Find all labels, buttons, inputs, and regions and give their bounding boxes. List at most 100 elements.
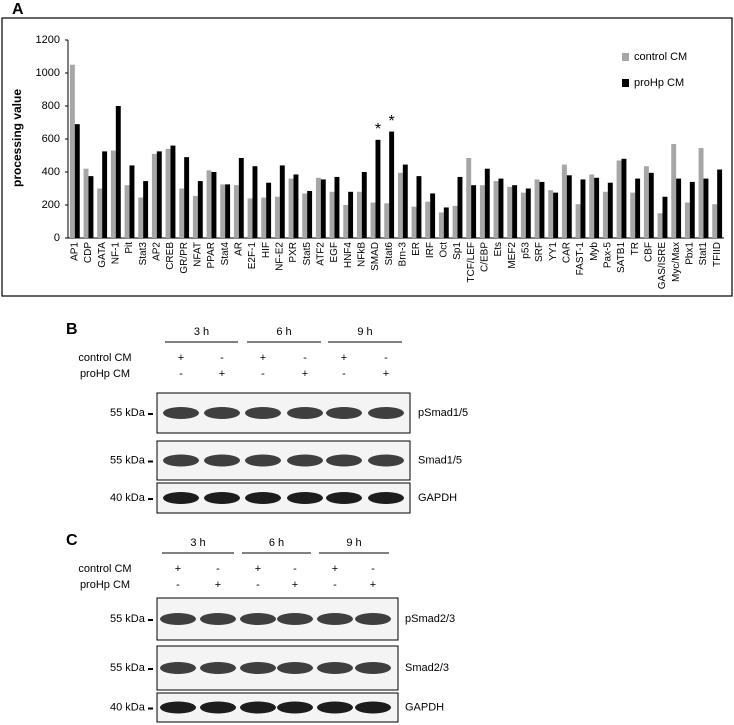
bar — [717, 169, 723, 238]
y-tick-label: 1200 — [36, 34, 60, 46]
band — [160, 701, 196, 714]
bar — [110, 150, 116, 238]
bar — [302, 193, 308, 238]
bar — [211, 172, 217, 238]
x-tick-label: Stat4 — [220, 242, 231, 266]
bar — [635, 178, 641, 238]
band — [163, 407, 199, 419]
bar — [566, 175, 572, 238]
band — [200, 613, 236, 625]
condition-mark: - — [371, 563, 375, 575]
panel-a-frame — [1, 17, 733, 297]
bar — [402, 164, 408, 238]
x-tick-label: GAS/ISRE — [657, 242, 668, 290]
x-tick-label: GR/PR — [179, 242, 190, 274]
bar — [266, 182, 272, 238]
x-tick-label: CAR — [561, 242, 572, 263]
bar — [375, 139, 381, 238]
x-tick-label: TFIID — [712, 242, 723, 267]
panel-label: B — [66, 321, 78, 338]
x-tick-label: GATA — [97, 242, 108, 268]
bar — [397, 172, 403, 238]
band — [326, 454, 362, 467]
condition-label: control CM — [78, 563, 131, 575]
band — [287, 407, 323, 419]
bar — [389, 131, 395, 238]
condition-mark: + — [341, 352, 347, 364]
bar — [703, 178, 709, 238]
y-tick-label: 600 — [42, 133, 60, 145]
band — [200, 662, 236, 674]
bar — [602, 191, 608, 238]
band — [355, 701, 391, 714]
panel-label: C — [66, 532, 78, 549]
marker-label: 40 kDa — [110, 492, 146, 504]
band — [326, 492, 362, 504]
bar — [689, 181, 695, 238]
condition-label: proHp CM — [80, 368, 130, 380]
band — [163, 454, 199, 467]
protein-label: Smad1/5 — [418, 454, 462, 466]
band — [245, 454, 281, 467]
condition-mark: - — [256, 579, 260, 591]
x-tick-label: AR — [233, 242, 244, 256]
bar — [539, 181, 545, 238]
condition-mark: + — [175, 563, 181, 575]
protein-label: pSmad2/3 — [405, 613, 455, 625]
band — [355, 662, 391, 674]
band — [317, 662, 353, 674]
condition-mark: + — [215, 579, 221, 591]
y-tick-label: 800 — [42, 100, 60, 112]
marker-label: 55 kDa — [110, 454, 146, 466]
x-tick-label: p53 — [520, 242, 531, 259]
marker-label: 55 kDa — [110, 407, 146, 419]
x-tick-label: AP1 — [69, 242, 80, 261]
x-tick-label: HNF4 — [343, 242, 354, 269]
bar — [520, 192, 526, 238]
x-tick-label: TCF/LEF — [466, 242, 477, 283]
y-tick-label: 1000 — [36, 67, 60, 79]
bar — [206, 170, 212, 238]
bar — [348, 191, 354, 238]
x-tick-label: SMAD — [370, 242, 381, 271]
bar — [534, 179, 540, 238]
condition-mark: - — [303, 352, 307, 364]
condition-mark: + — [219, 368, 225, 380]
band — [163, 492, 199, 504]
bar — [293, 174, 299, 238]
bar — [165, 148, 171, 238]
x-tick-label: CREB — [165, 242, 176, 270]
band — [355, 613, 391, 625]
time-label: 3 h — [194, 326, 209, 338]
bar — [356, 191, 362, 238]
bar — [512, 185, 518, 238]
bar — [676, 178, 682, 238]
bar — [151, 153, 157, 238]
blot-frame — [156, 482, 411, 514]
bar — [124, 185, 130, 238]
condition-mark: - — [179, 368, 183, 380]
bar — [320, 179, 326, 238]
bar — [498, 178, 504, 238]
bar — [493, 181, 499, 238]
bar — [225, 184, 231, 238]
x-tick-label: Brn-3 — [397, 242, 408, 267]
panel-label: A — [12, 1, 24, 18]
bar — [274, 196, 280, 238]
bar — [457, 176, 463, 238]
condition-label: control CM — [78, 352, 131, 364]
bar — [74, 124, 80, 238]
bar — [662, 196, 668, 238]
bar — [443, 207, 449, 238]
blot-frame — [156, 392, 411, 434]
x-tick-label: Pbx1 — [684, 242, 695, 265]
marker-label: 55 kDa — [110, 662, 146, 674]
condition-mark: + — [178, 352, 184, 364]
band — [287, 454, 323, 467]
legend-swatch — [622, 53, 629, 61]
x-tick-label: Oct — [438, 242, 449, 258]
x-tick-label: Myc/Max — [671, 242, 682, 282]
x-tick-label: ER — [411, 242, 422, 256]
